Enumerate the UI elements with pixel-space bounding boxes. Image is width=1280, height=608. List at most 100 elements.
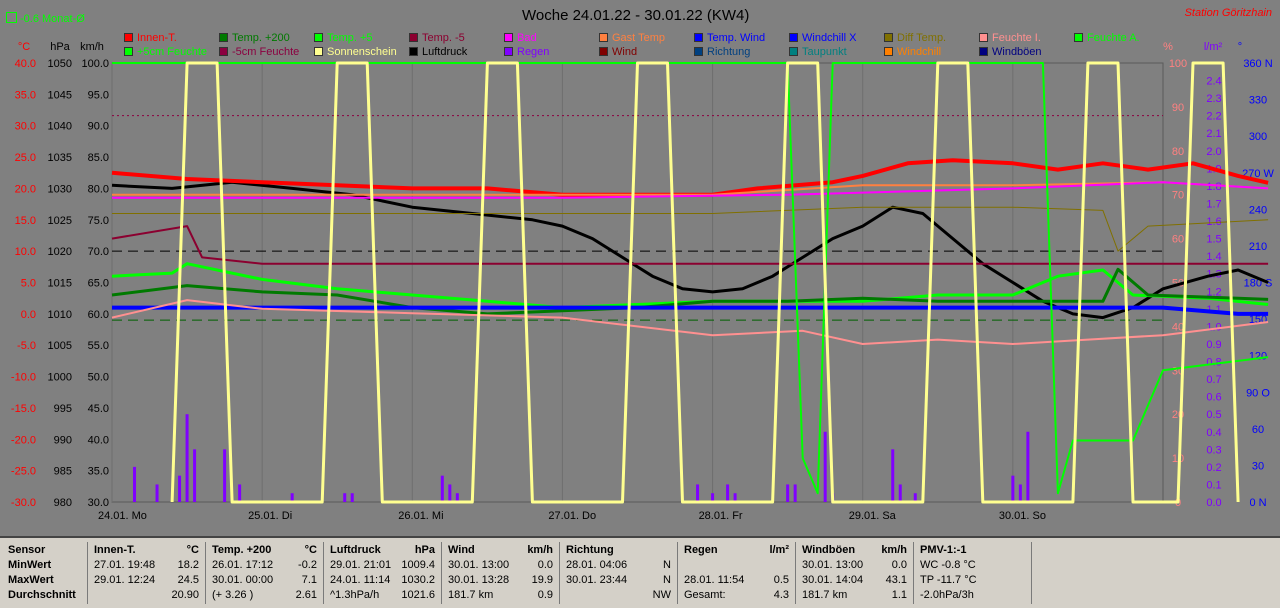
stats-cell: °C [186,544,199,556]
direction-tick-label: 60 [1252,424,1264,436]
stats-column: Temp. +200 °C 26.01. 17:12 -0.2 30.01. 00:00… [206,542,324,604]
temp-tick-label: -20.0 [11,434,36,446]
wind-tick-label: 50.0 [88,372,109,384]
legend-item[interactable]: Bad [504,32,537,44]
legend-item[interactable]: Temp. Wind [694,32,765,44]
stats-cell: 19.9 [531,574,553,586]
legend-item[interactable]: Innen-T. [124,32,177,44]
unit-label: l/m² [1204,41,1223,53]
legend-item[interactable]: Luftdruck [409,46,467,58]
stats-cell: -0.2 [298,559,317,571]
day-tick-label: 30.01. So [999,510,1046,522]
series-line-temp-200 [111,267,1269,316]
rain-tick-label: 1.4 [1206,251,1221,263]
rain-tick-label: 0.1 [1206,479,1221,491]
stats-cell: hPa [414,544,435,556]
stats-cell: 4.3 [773,589,789,601]
stats-column: Luftdruck hPa 29.01. 21:01 1009.4 24.01. 11:… [324,542,442,604]
pressure-tick-label: 1015 [48,278,72,290]
rain-tick-label: 0.5 [1206,409,1221,421]
wind-tick-label: 55.0 [88,340,109,352]
rain-bar [786,484,790,502]
series-line-feuchte-i- [111,299,1269,345]
rain-bar [455,493,459,502]
legend-label: Regen [517,46,550,58]
legend-item[interactable]: Temp. +5 [314,32,373,44]
rain-bar [898,484,902,502]
wind-tick-label: 30.0 [88,497,109,509]
unit-label: km/h [80,41,104,53]
legend-item[interactable]: Windchill X [789,32,856,44]
stats-cell: Regen [684,544,718,556]
unit-label: ° [1238,41,1242,53]
stats-label: MinWert [8,559,52,571]
stats-cell: Temp. +200 [212,544,272,556]
rain-tick-label: 0.6 [1206,392,1221,404]
humidity-tick-label: 70 [1172,190,1184,202]
legend-swatch-icon [694,33,703,42]
legend-label: -5cm Feuchte [232,46,300,58]
legend-label: Taupunkt [802,46,847,58]
legend-item[interactable]: Gast Temp [599,32,665,44]
legend-swatch-icon [599,47,608,56]
legend-item[interactable]: Diff Temp. [884,32,946,44]
legend-label: Luftdruck [422,46,468,58]
rain-tick-label: 2.2 [1206,111,1221,123]
station-name: Station Göritzhain [1184,7,1272,19]
legend-item[interactable]: Richtung [694,46,750,58]
legend-item[interactable]: -5cm Feuchte [219,46,299,58]
legend-label: Temp. -5 [422,32,465,44]
legend-label: Bad [517,32,537,44]
stats-cell: Gesamt: [684,589,726,601]
stats-cell: 20.90 [171,589,199,601]
legend-label: Sonnenschein [327,46,397,58]
stats-cell: Innen-T. [94,544,136,556]
legend-item[interactable]: Windböen [979,46,1042,58]
rain-bar [891,449,895,502]
legend-swatch-icon [504,47,513,56]
unit-label: hPa [50,41,70,53]
rain-tick-label: 0.7 [1206,374,1221,386]
rain-tick-label: 1.8 [1206,181,1221,193]
legend-item[interactable]: Wind [599,46,637,58]
legend-swatch-icon [409,47,418,56]
legend-label: Temp. +200 [232,32,290,44]
legend-item[interactable]: Feuchte A. [1074,32,1140,44]
wind-tick-label: 85.0 [88,152,109,164]
rain-bar [193,449,197,502]
monthly-checkbox-icon[interactable] [6,12,17,23]
legend-label: Windchill [897,46,942,58]
stats-cell: 0.9 [537,589,553,601]
legend-item[interactable]: Taupunkt [789,46,847,58]
humidity-tick-label: 90 [1172,102,1184,114]
rain-tick-label: 1.6 [1206,216,1221,228]
wind-tick-label: 75.0 [88,215,109,227]
wind-tick-label: 70.0 [88,246,109,258]
legend-item[interactable]: Sonnenschein [314,46,397,58]
pressure-tick-label: 1005 [48,340,72,352]
legend-item[interactable]: Temp. -5 [409,32,465,44]
wind-tick-label: 100.0 [81,58,109,70]
wind-tick-label: 95.0 [88,89,109,101]
wind-tick-label: 80.0 [88,183,109,195]
legend-swatch-icon [789,47,798,56]
legend-item[interactable]: Feuchte I. [979,32,1041,44]
temp-tick-label: -15.0 [11,403,36,415]
legend-item[interactable]: Temp. +200 [219,32,290,44]
pressure-tick-label: 1045 [48,89,72,101]
legend-swatch-icon [979,33,988,42]
temp-tick-label: 30.0 [15,121,36,133]
pressure-tick-label: 1010 [48,309,72,321]
direction-tick-label: 30 [1252,460,1264,472]
temp-tick-label: 5.0 [21,278,36,290]
legend-label: Diff Temp. [897,32,947,44]
rain-bar [448,484,452,502]
stats-label: MaxWert [8,574,54,586]
legend-label: Windböen [992,46,1042,58]
legend-item[interactable]: Windchill [884,46,941,58]
legend-item[interactable]: Regen [504,46,549,58]
legend-item[interactable]: +5cm Feuchte [124,46,207,58]
pressure-tick-label: 1050 [48,58,72,70]
temp-tick-label: 25.0 [15,152,36,164]
rain-bar [343,493,347,502]
